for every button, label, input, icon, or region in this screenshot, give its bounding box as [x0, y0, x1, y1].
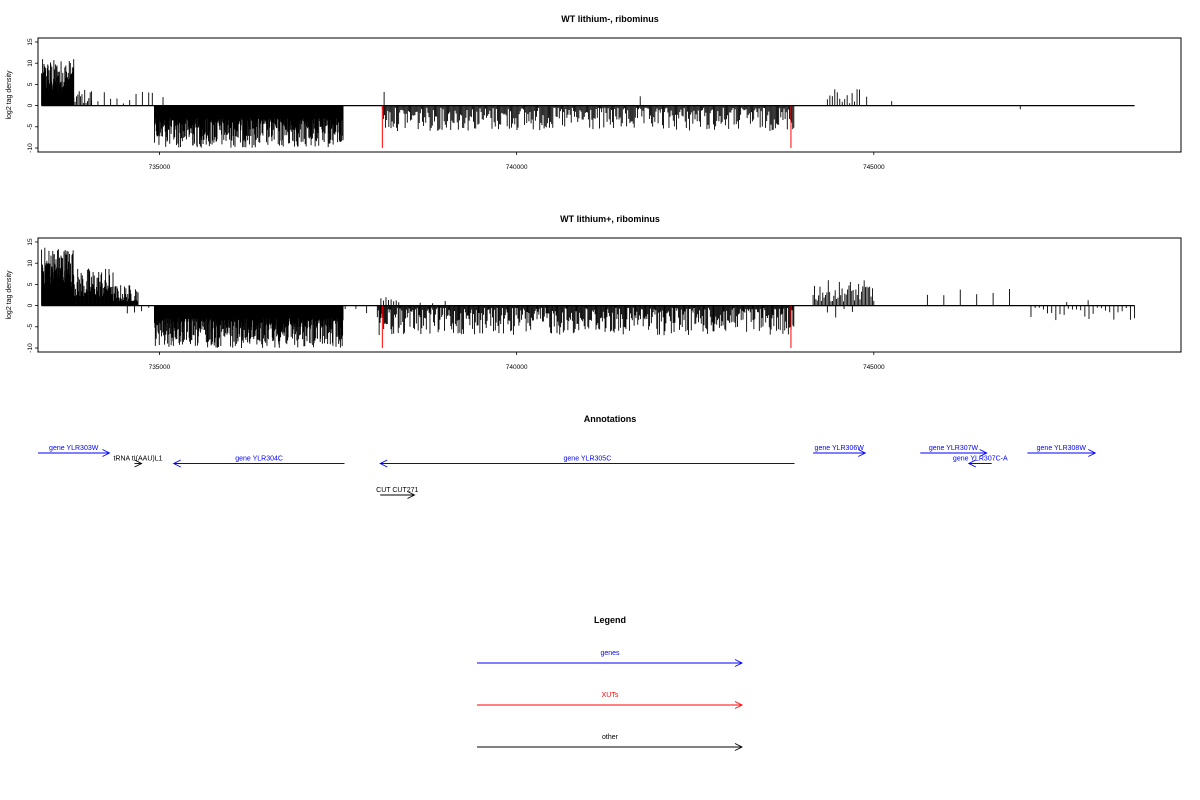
- y-tick-label: -5: [27, 324, 34, 330]
- y-tick-label: -5: [27, 124, 34, 130]
- y-tick-label: 10: [27, 59, 34, 67]
- y-axis-label: log2 tag density: [6, 70, 13, 120]
- y-tick-label: -10: [27, 343, 34, 353]
- arrow-head: [134, 459, 143, 468]
- feature-gene-ylr306w[interactable]: gene YLR306W: [813, 445, 867, 457]
- legend-items: genes XUTs other: [477, 650, 744, 751]
- feature-label: gene YLR303W: [49, 445, 99, 452]
- feature-gene-ylr308w[interactable]: gene YLR308W: [1027, 445, 1097, 457]
- legend-item-xuts: XUTs: [477, 692, 744, 709]
- x-tick-label: 740000: [506, 164, 528, 171]
- plot-frame: [37, 237, 1182, 353]
- track-title: WT lithium+, ribominus: [560, 214, 660, 224]
- legend-title: Legend: [594, 615, 626, 625]
- arrow-head: [1088, 449, 1097, 457]
- y-tick-label: 0: [27, 103, 34, 107]
- y-axis: -10 -5 0 5 10 15: [27, 38, 38, 153]
- x-tick-label: 735000: [149, 164, 171, 171]
- x-tick-label: 745000: [863, 364, 885, 371]
- feature-label: gene YLR306W: [815, 445, 865, 452]
- y-axis: -10 -5 0 5 10 15: [27, 238, 38, 353]
- signal-bars: [41, 59, 1135, 148]
- feature-label: gene YLR304C: [235, 456, 283, 463]
- feature-label: gene YLR308W: [1037, 445, 1087, 452]
- arrow-head: [172, 459, 181, 468]
- arrow-head: [379, 459, 388, 468]
- track-lithium-plus: WT lithium+, ribominus log2 tag density …: [6, 214, 1182, 371]
- y-tick-label: 15: [27, 38, 34, 46]
- x-tick-label: 740000: [506, 364, 528, 371]
- arrow-head: [734, 659, 744, 667]
- x-axis: 735000 740000 745000: [149, 152, 885, 171]
- feature-gene-ylr307w[interactable]: gene YLR307W: [920, 445, 988, 457]
- arrow-head: [407, 491, 416, 499]
- track-lithium-minus: WT lithium-, ribominus log2 tag density …: [6, 14, 1182, 171]
- legend-label: XUTs: [602, 692, 619, 699]
- track-title: WT lithium-, ribominus: [561, 14, 659, 24]
- feature-gene-ylr304c[interactable]: gene YLR304C: [172, 456, 345, 468]
- feature-label: gene YLR305C: [564, 456, 612, 463]
- legend-item-other: other: [477, 734, 744, 751]
- arrow-head: [979, 449, 988, 457]
- y-tick-label: -10: [27, 143, 34, 153]
- arrow-head: [858, 449, 867, 457]
- feature-gene-ylr303w[interactable]: gene YLR303W: [38, 445, 111, 457]
- feature-list: gene YLR303W tRNA tI(AAU)L1 gene YLR304C ge…: [38, 445, 1097, 499]
- signal-bars: [41, 247, 1136, 348]
- annotations-title: Annotations: [584, 414, 637, 424]
- arrow-head: [734, 701, 744, 709]
- plot-frame: [37, 37, 1182, 153]
- y-tick-label: 5: [27, 282, 34, 286]
- y-tick-label: 0: [27, 303, 34, 307]
- y-tick-label: 15: [27, 238, 34, 246]
- feature-trna-ti-aau-l1[interactable]: tRNA tI(AAU)L1: [113, 456, 163, 468]
- y-tick-label: 5: [27, 82, 34, 86]
- x-axis: 735000 740000 745000: [149, 352, 885, 371]
- feature-label: tRNA tI(AAU)L1: [113, 456, 162, 463]
- feature-gene-ylr307c-a[interactable]: gene YLR307C-A: [953, 456, 1008, 468]
- legend-label: other: [602, 734, 619, 741]
- arrow-head: [967, 459, 977, 468]
- legend: Legend genes XUTs other: [477, 615, 744, 751]
- arrow-head: [734, 743, 744, 751]
- feature-label: gene YLR307C-A: [953, 456, 1008, 463]
- x-tick-label: 735000: [149, 364, 171, 371]
- y-tick-label: 10: [27, 259, 34, 267]
- feature-gene-ylr305c[interactable]: gene YLR305C: [379, 456, 795, 468]
- feature-label: CUT CUT271: [376, 487, 418, 494]
- y-axis-label: log2 tag density: [6, 270, 13, 320]
- x-tick-label: 745000: [863, 164, 885, 171]
- feature-label: gene YLR307W: [929, 445, 979, 452]
- feature-cut-cut271[interactable]: CUT CUT271: [376, 487, 419, 499]
- legend-label: genes: [600, 650, 620, 657]
- legend-item-genes: genes: [477, 650, 744, 667]
- arrow-head: [102, 449, 111, 457]
